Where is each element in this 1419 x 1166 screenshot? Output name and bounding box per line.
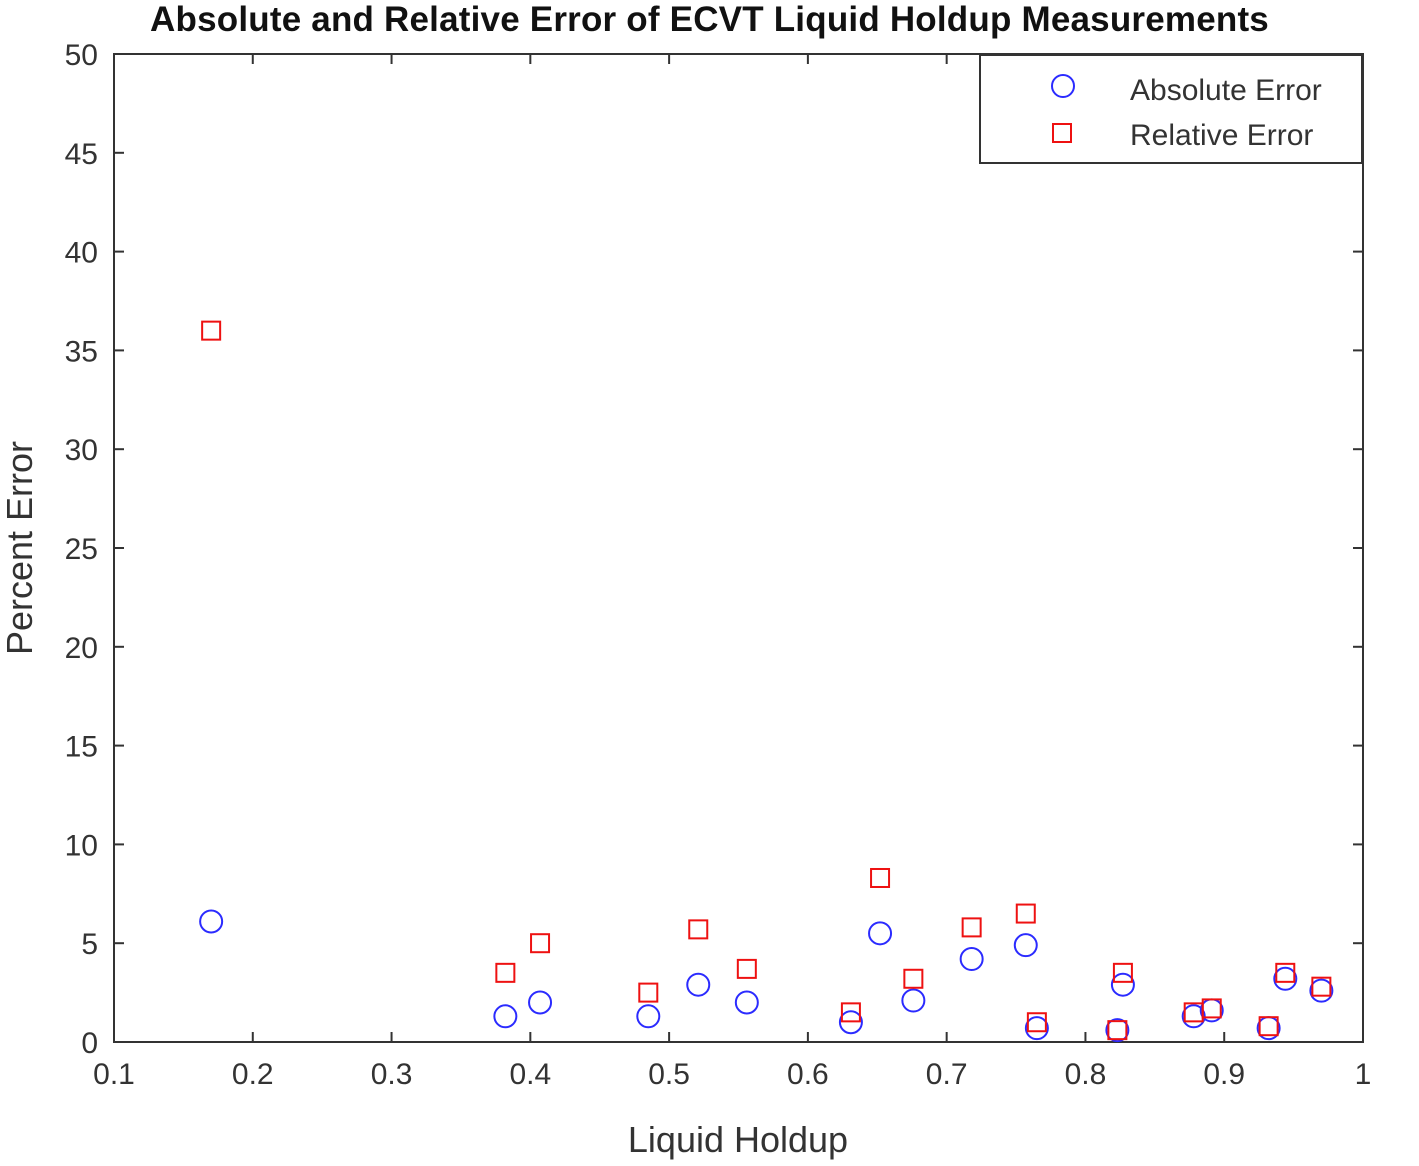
y-tick-label: 35 bbox=[65, 335, 98, 368]
point-absolute-error bbox=[528, 990, 553, 1015]
point-absolute-error bbox=[901, 988, 926, 1013]
point-absolute-error bbox=[868, 921, 893, 946]
point-absolute-error bbox=[838, 1010, 863, 1035]
point-relative-error bbox=[530, 933, 551, 954]
y-tick-label: 15 bbox=[65, 731, 98, 764]
point-relative-error bbox=[1026, 1012, 1047, 1033]
y-tick-label: 20 bbox=[65, 632, 98, 665]
x-tick-label: 0.4 bbox=[509, 1058, 551, 1091]
point-absolute-error bbox=[1181, 1004, 1206, 1029]
y-tick-label: 5 bbox=[81, 928, 98, 961]
point-relative-error bbox=[1107, 1020, 1128, 1041]
point-absolute-error bbox=[1110, 972, 1135, 997]
legend-label-relative-error: Relative Error bbox=[1130, 119, 1313, 152]
y-tick-label: 40 bbox=[65, 237, 98, 270]
legend: Absolute Error Relative Error bbox=[979, 54, 1363, 164]
x-tick-label: 0.5 bbox=[648, 1058, 690, 1091]
y-tick-label: 25 bbox=[65, 533, 98, 566]
point-relative-error bbox=[638, 982, 659, 1003]
x-axis-label: Liquid Holdup bbox=[628, 1119, 848, 1160]
x-tick-label: 1 bbox=[1355, 1058, 1372, 1091]
y-tick-label: 10 bbox=[65, 829, 98, 862]
legend-box bbox=[979, 54, 1363, 164]
point-relative-error bbox=[736, 958, 757, 979]
point-absolute-error bbox=[199, 909, 224, 934]
point-relative-error bbox=[688, 919, 709, 940]
point-relative-error bbox=[961, 917, 982, 938]
point-absolute-error bbox=[1309, 978, 1334, 1003]
point-relative-error bbox=[1311, 976, 1332, 997]
point-relative-error bbox=[1275, 962, 1296, 983]
point-absolute-error bbox=[1024, 1016, 1049, 1041]
legend-label-absolute-error: Absolute Error bbox=[1130, 74, 1322, 107]
x-tick-label: 0.7 bbox=[926, 1058, 968, 1091]
point-relative-error bbox=[1015, 903, 1036, 924]
x-tick-label: 0.1 bbox=[93, 1058, 135, 1091]
y-tick-label: 0 bbox=[81, 1027, 98, 1060]
point-absolute-error bbox=[1273, 966, 1298, 991]
point-relative-error bbox=[870, 867, 891, 888]
point-relative-error bbox=[1258, 1016, 1279, 1037]
point-absolute-error bbox=[493, 1004, 518, 1029]
point-absolute-error bbox=[959, 947, 984, 972]
point-relative-error bbox=[903, 968, 924, 989]
x-tick-label: 0.3 bbox=[371, 1058, 413, 1091]
x-tick-label: 0.6 bbox=[787, 1058, 829, 1091]
point-relative-error bbox=[1201, 998, 1222, 1019]
point-relative-error bbox=[1112, 962, 1133, 983]
axis-ticks: 0.1 0.2 0.3 0.4 0.5 0.6 0.7 0.8 0.9 1051015202530… bbox=[65, 39, 1372, 1091]
point-absolute-error bbox=[734, 990, 759, 1015]
point-relative-error bbox=[201, 320, 222, 341]
y-tick-label: 50 bbox=[65, 39, 98, 72]
x-tick-label: 0.8 bbox=[1065, 1058, 1107, 1091]
y-axis-label: Percent Error bbox=[0, 441, 40, 655]
x-tick-label: 0.9 bbox=[1203, 1058, 1245, 1091]
y-tick-label: 30 bbox=[65, 434, 98, 467]
point-absolute-error bbox=[636, 1004, 661, 1029]
plot-frame bbox=[113, 53, 1364, 1043]
point-absolute-error bbox=[686, 972, 711, 997]
data-marks bbox=[199, 320, 1334, 1043]
chart-title: Absolute and Relative Error of ECVT Liqu… bbox=[150, 0, 1269, 39]
legend-marker-relative-error bbox=[1052, 123, 1072, 143]
x-tick-label: 0.2 bbox=[232, 1058, 274, 1091]
legend-marker-absolute-error bbox=[1051, 74, 1075, 98]
y-tick-label: 45 bbox=[65, 138, 98, 171]
point-relative-error bbox=[495, 962, 516, 983]
point-absolute-error bbox=[1013, 933, 1038, 958]
point-relative-error bbox=[840, 1002, 861, 1023]
axes bbox=[113, 53, 1364, 1043]
point-absolute-error bbox=[1105, 1018, 1130, 1043]
